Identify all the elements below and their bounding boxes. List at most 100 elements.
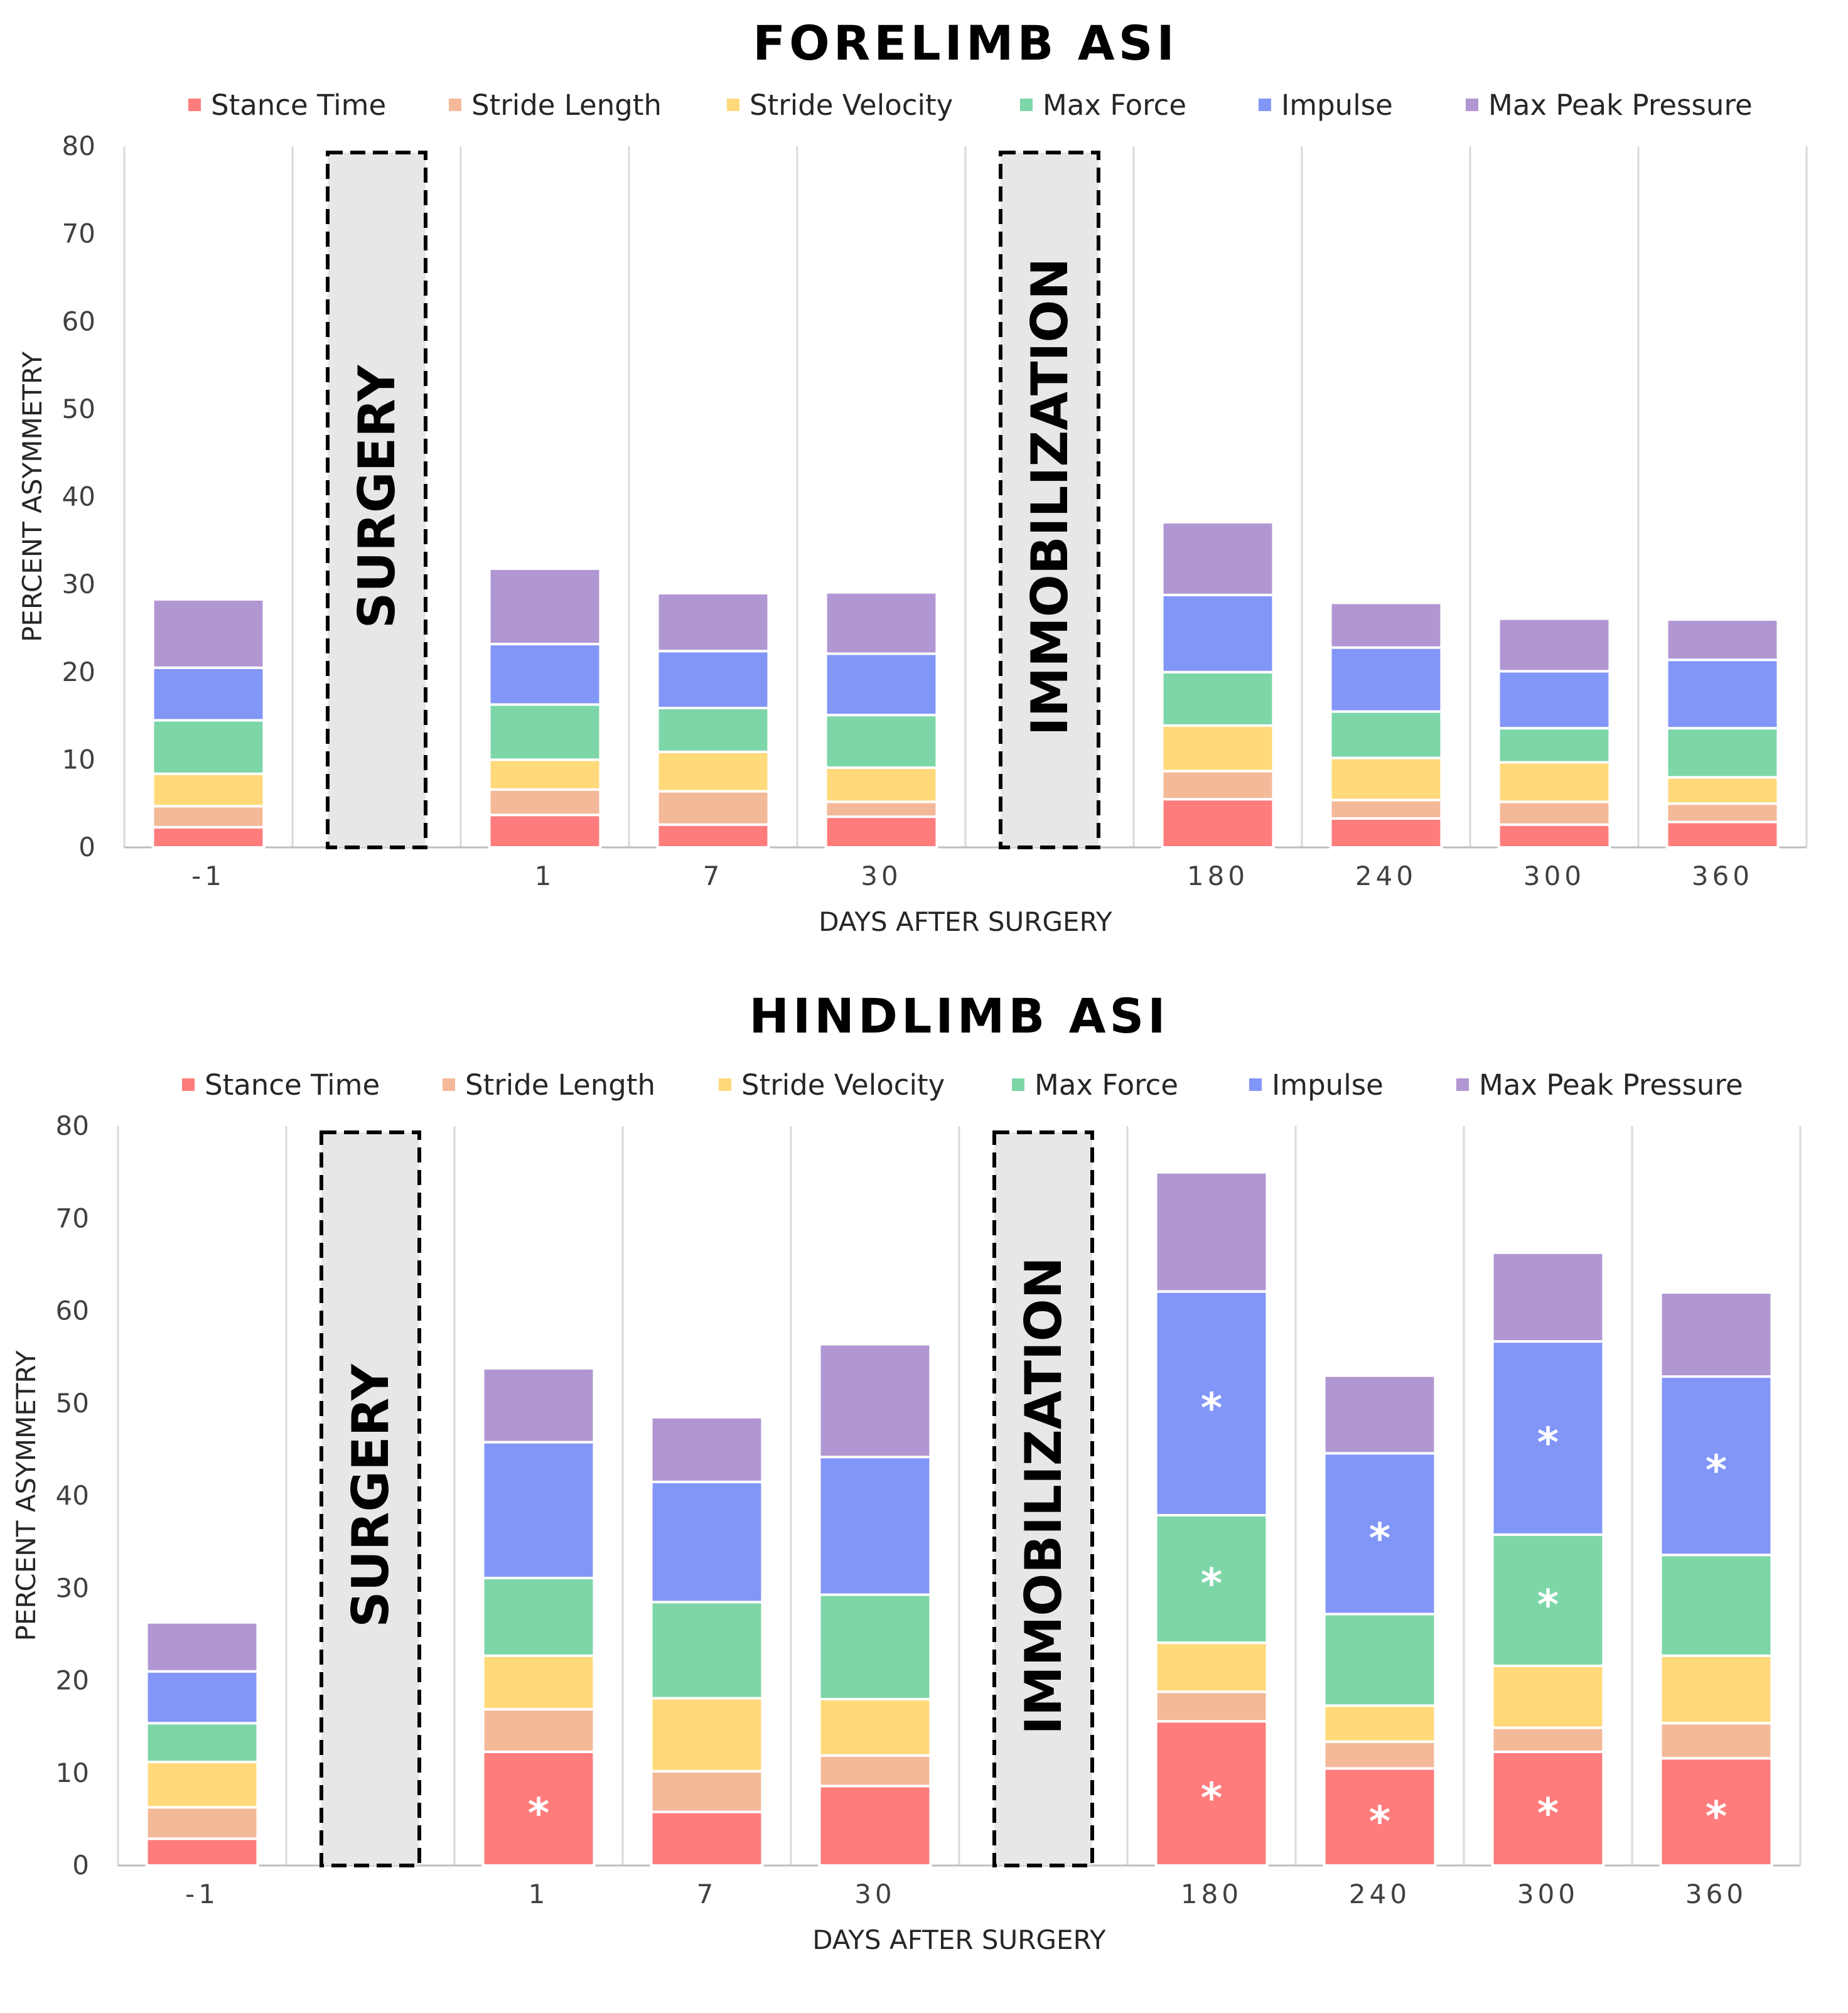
bar-segment-max-force-day-300 — [1497, 727, 1611, 764]
x-tick-label-240: 240 — [1349, 1879, 1410, 1909]
hindlimb-asi-chart: HINDLIMB ASI Stance Time Stride Length Stri… — [11, 988, 1802, 1955]
bar-segment-stride-length-day-180 — [1161, 770, 1275, 801]
bar-segment-max-peak-pressure-day-1 — [151, 598, 266, 669]
annotation-box-immobilization — [999, 151, 1100, 849]
bar-segment-max-force-day-7 — [656, 706, 770, 753]
y-tick-label: 20 — [62, 657, 95, 687]
bar-segment-stride-length-day-1 — [145, 1806, 259, 1840]
bar-segment-max-force-day-1 — [481, 1577, 596, 1657]
legend-label-max-peak-pressure: Max Peak Pressure — [1479, 1068, 1743, 1102]
bar-segment-impulse-day-30 — [818, 1456, 932, 1596]
bar-segment-stance-time-day-180 — [1154, 1720, 1269, 1867]
bar-segment-stance-time-day-240 — [1323, 1767, 1437, 1867]
bar-segment-stride-velocity-day-1 — [145, 1761, 259, 1809]
x-tick-label-7: 7 — [697, 1879, 717, 1909]
bar-segment-stance-time-day-30 — [818, 1785, 932, 1867]
bar-segment-max-peak-pressure-day-7 — [650, 1415, 764, 1483]
bar-segment-max-force-day-240 — [1323, 1613, 1437, 1707]
x-axis-title: DAYS AFTER SURGERY — [812, 1924, 1106, 1955]
bar-segment-max-force-day-240 — [1329, 710, 1443, 760]
annotation-box-surgery — [320, 1130, 421, 1867]
x-tick-label-240: 240 — [1355, 861, 1417, 891]
bar-segment-stride-length-day-7 — [656, 790, 770, 826]
bar-segment-impulse-day-1 — [488, 643, 602, 706]
bar-segment-max-force-day-360 — [1665, 727, 1780, 779]
legend-swatch-stride-velocity — [719, 1078, 731, 1091]
significance-star: * — [1706, 1446, 1727, 1495]
bar-segment-stride-length-day-240 — [1329, 798, 1443, 820]
annotation-label-immobilization: IMMOBILIZATION — [1014, 1257, 1073, 1734]
forelimb-asi-chart: FORELIMB ASI Stance Time Stride Length Stri… — [17, 15, 1808, 937]
bar-segment-max-peak-pressure-day-30 — [824, 591, 938, 655]
legend-label-max-force: Max Force — [1043, 89, 1186, 122]
y-tick-label: 30 — [62, 569, 95, 599]
bar-segment-max-force-day-1 — [151, 719, 266, 775]
x-tick-label-1: -1 — [191, 861, 225, 891]
bar-segment-max-peak-pressure-day-1 — [145, 1621, 259, 1673]
bar-segment-stance-time-day-30 — [824, 815, 938, 849]
y-tick-label: 40 — [56, 1480, 89, 1511]
bar-segment-max-peak-pressure-day-180 — [1154, 1171, 1269, 1293]
y-tick-label: 70 — [56, 1203, 89, 1233]
bar-segment-impulse-day-240 — [1329, 646, 1443, 713]
bar-segment-impulse-day-1 — [151, 666, 266, 722]
y-tick-label: 10 — [56, 1758, 89, 1788]
bar-segment-stride-velocity-day-7 — [656, 750, 770, 793]
bar-segment-max-peak-pressure-day-180 — [1161, 520, 1275, 596]
annotation-label-surgery: SURGERY — [348, 365, 406, 629]
bar-segment-stride-velocity-day-1 — [488, 758, 602, 791]
bar-segment-max-force-day-360 — [1659, 1554, 1773, 1657]
x-tick-label-1: 1 — [529, 1879, 549, 1909]
bar-segment-stride-velocity-day-30 — [824, 766, 938, 803]
x-tick-label-7: 7 — [703, 861, 724, 891]
bar-segment-max-force-day-7 — [650, 1601, 764, 1700]
bar-segment-stride-velocity-day-180 — [1154, 1641, 1269, 1694]
bar-segment-stride-length-day-360 — [1665, 802, 1780, 824]
legend-label-stride-velocity: Stride Velocity — [749, 89, 953, 122]
bar-segment-stance-time-day-7 — [656, 823, 770, 849]
bar-segment-max-peak-pressure-day-1 — [488, 567, 602, 646]
bar-segment-stance-time-day-7 — [650, 1810, 764, 1867]
bar-segment-stance-time-day-300 — [1497, 823, 1611, 849]
significance-star: * — [1201, 1560, 1223, 1608]
legend-swatch-max-peak-pressure — [1466, 99, 1478, 111]
legend-swatch-stride-length — [443, 1078, 455, 1091]
bar-segment-impulse-day-360 — [1659, 1375, 1773, 1557]
significance-star: * — [1369, 1514, 1391, 1562]
bar-segment-stance-time-day-360 — [1659, 1757, 1773, 1867]
bar-segment-max-force-day-1 — [488, 703, 602, 761]
bar-segment-stance-time-day-180 — [1161, 798, 1275, 849]
bar-segment-stride-length-day-30 — [818, 1754, 932, 1788]
significance-star: * — [1369, 1798, 1391, 1846]
bar-segment-stride-length-day-1 — [151, 805, 266, 829]
x-tick-label-360: 360 — [1692, 861, 1753, 891]
x-tick-label-30: 30 — [861, 861, 901, 891]
bar-segment-stance-time-day-1 — [481, 1750, 596, 1867]
legend-label-stance-time: Stance Time — [211, 89, 386, 122]
y-tick-label: 0 — [78, 832, 95, 862]
y-tick-label: 50 — [62, 394, 95, 424]
bar-segment-stride-length-day-240 — [1323, 1740, 1437, 1770]
x-tick-label-360: 360 — [1685, 1879, 1747, 1909]
bar-segment-max-force-day-180 — [1154, 1513, 1269, 1645]
bar-segment-stride-length-day-300 — [1491, 1726, 1605, 1753]
bar-segment-stride-velocity-day-240 — [1329, 756, 1443, 802]
legend-label-stance-time: Stance Time — [205, 1068, 380, 1102]
legend-swatch-max-force — [1012, 1078, 1024, 1091]
x-tick-label-300: 300 — [1523, 861, 1585, 891]
y-axis-title: PERCENT ASYMMETRY — [11, 1350, 41, 1641]
x-tick-label-180: 180 — [1181, 1879, 1242, 1909]
bar-segment-max-force-day-180 — [1161, 670, 1275, 727]
legend-label-stride-length: Stride Length — [471, 89, 662, 122]
bar-segment-stride-length-day-1 — [481, 1708, 596, 1753]
bar-segment-impulse-day-1 — [481, 1441, 596, 1580]
bar-segment-stance-time-day-360 — [1665, 820, 1780, 849]
legend-swatch-max-peak-pressure — [1456, 1078, 1469, 1091]
x-axis-title: DAYS AFTER SURGERY — [819, 906, 1112, 937]
bar-segment-stance-time-day-1 — [151, 825, 266, 849]
annotation-box-surgery — [326, 151, 427, 849]
y-tick-label: 0 — [72, 1850, 89, 1881]
significance-star: * — [1706, 1793, 1727, 1841]
